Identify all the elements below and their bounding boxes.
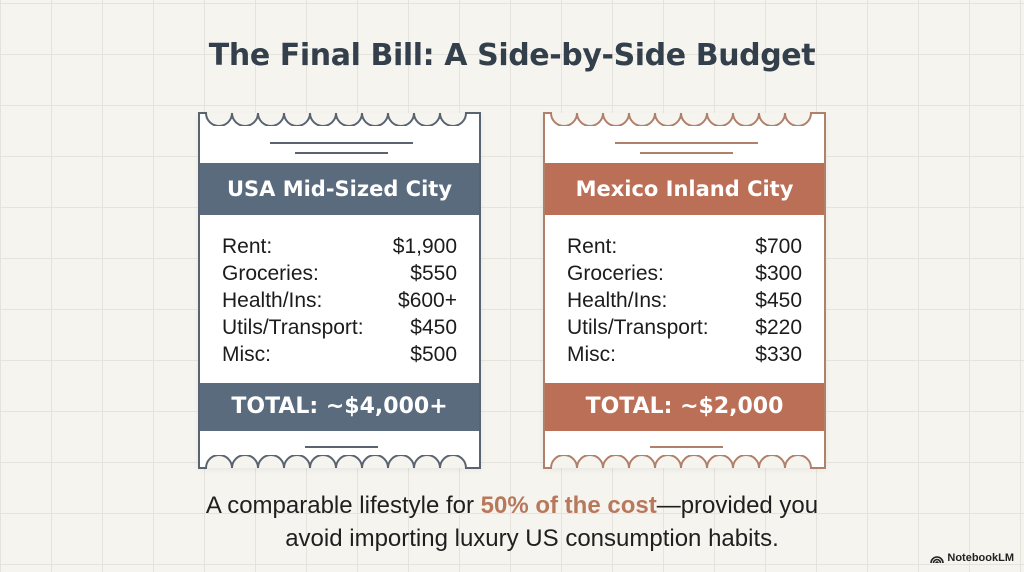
summary-text: —provided you — [656, 492, 819, 519]
list-item: Health/Ins: $450 — [567, 287, 802, 314]
receipt-torn-edge-bottom — [198, 455, 481, 469]
receipt-usa: USA Mid-Sized City Rent: $1,900 Groceries… — [198, 112, 481, 469]
summary-highlight: 50% of the cost — [480, 492, 657, 519]
item-label: Rent: — [222, 235, 273, 258]
item-label: Utils/Transport: — [222, 316, 364, 339]
receipt-header: Mexico Inland City — [545, 163, 824, 215]
item-label: Misc: — [222, 343, 271, 366]
receipt-mexico: Mexico Inland City Rent: $700 Groceries: $… — [543, 112, 826, 469]
item-value: $700 — [755, 235, 802, 258]
item-label: Health/Ins: — [567, 289, 668, 312]
item-label: Health/Ins: — [222, 289, 323, 312]
receipt-decor-line — [270, 142, 413, 144]
item-label: Rent: — [567, 235, 618, 258]
receipt-torn-edge-bottom — [543, 455, 826, 469]
item-value: $450 — [410, 316, 457, 339]
list-item: Misc: $330 — [567, 341, 802, 368]
receipt-header: USA Mid-Sized City — [200, 163, 479, 215]
receipt-items: Rent: $1,900 Groceries: $550 Health/Ins: $6… — [222, 233, 457, 368]
list-item: Utils/Transport: $220 — [567, 314, 802, 341]
list-item: Rent: $1,900 — [222, 233, 457, 260]
brand-label: NotebookLM — [947, 552, 1014, 564]
item-value: $550 — [410, 262, 457, 285]
summary-line-2: avoid importing luxury US consumption ha… — [285, 525, 779, 552]
list-item: Misc: $500 — [222, 341, 457, 368]
receipt-decor-line — [650, 446, 723, 448]
list-item: Health/Ins: $600+ — [222, 287, 457, 314]
item-value: $1,900 — [392, 235, 457, 258]
item-value: $300 — [755, 262, 802, 285]
receipt-items: Rent: $700 Groceries: $300 Health/Ins: $450… — [567, 233, 802, 368]
item-label: Groceries: — [222, 262, 319, 285]
page-title: The Final Bill: A Side-by-Side Budget — [208, 38, 816, 73]
receipt-torn-edge-top — [543, 112, 826, 126]
list-item: Rent: $700 — [567, 233, 802, 260]
item-label: Groceries: — [567, 262, 664, 285]
item-value: $330 — [755, 343, 802, 366]
item-value: $220 — [755, 316, 802, 339]
receipt-total: TOTAL: ~$2,000 — [545, 383, 824, 431]
receipt-decor-line — [615, 142, 758, 144]
receipt-decor-line — [305, 446, 378, 448]
summary-line-1: A comparable lifestyle for 50% of the co… — [0, 489, 1024, 522]
notebooklm-logo-icon — [930, 556, 945, 563]
list-item: Groceries: $300 — [567, 260, 802, 287]
item-value: $450 — [755, 289, 802, 312]
list-item: Utils/Transport: $450 — [222, 314, 457, 341]
item-label: Utils/Transport: — [567, 316, 709, 339]
brand-watermark: NotebookLM — [930, 552, 1014, 564]
receipt-decor-line — [640, 152, 733, 154]
item-value: $500 — [410, 343, 457, 366]
summary-text: A comparable lifestyle for — [205, 492, 481, 519]
item-label: Misc: — [567, 343, 616, 366]
item-value: $600+ — [398, 289, 457, 312]
receipt-decor-line — [295, 152, 388, 154]
receipt-total: TOTAL: ~$4,000+ — [200, 383, 479, 431]
receipt-torn-edge-top — [198, 112, 481, 126]
list-item: Groceries: $550 — [222, 260, 457, 287]
summary-caption: A comparable lifestyle for 50% of the co… — [0, 489, 1024, 555]
